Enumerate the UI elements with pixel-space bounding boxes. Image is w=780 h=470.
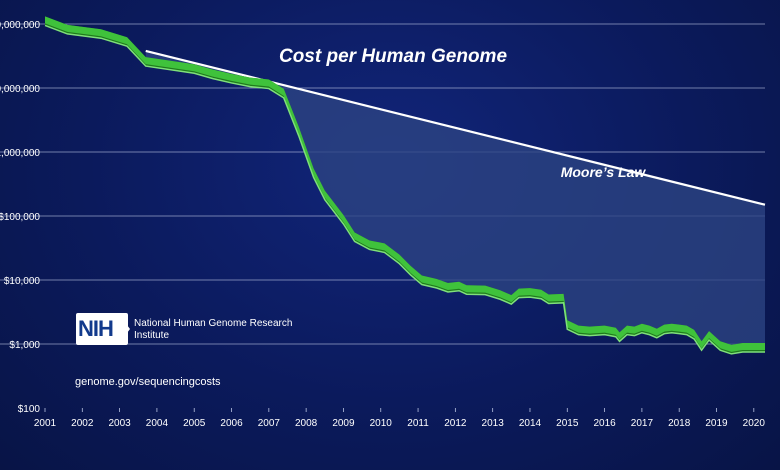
chart-title: Cost per Human Genome — [279, 46, 507, 67]
x-tick-label: 2016 — [593, 418, 616, 429]
institute-name: National Human Genome Research Institute — [134, 318, 293, 341]
x-tick-label: 2017 — [631, 418, 654, 429]
x-tick-label: 2019 — [705, 418, 728, 429]
source-url: genome.gov/sequencingcosts — [75, 376, 221, 388]
y-tick-label: $10,000 — [4, 276, 41, 287]
y-tick-label: $1,000,000 — [0, 148, 40, 159]
x-tick-label: 2002 — [71, 418, 94, 429]
x-tick-label: 2010 — [370, 418, 393, 429]
x-tick-label: 2012 — [444, 418, 467, 429]
nih-logo-chevron-icon — [118, 313, 130, 345]
x-tick-label: 2009 — [332, 418, 355, 429]
y-tick-label: $100 — [18, 404, 41, 415]
x-tick-label: 2011 — [407, 418, 429, 429]
nih-logo-letters: NIH — [78, 316, 114, 341]
x-tick-label: 2013 — [482, 418, 505, 429]
x-tick-label: 2004 — [146, 418, 169, 429]
x-tick-label: 2008 — [295, 418, 318, 429]
x-tick-label: 2006 — [220, 418, 243, 429]
moores-law-label: Moore’s Law — [561, 164, 647, 180]
y-tick-label: $10,000,000 — [0, 84, 40, 95]
x-tick-label: 2001 — [34, 418, 57, 429]
moores-law-line — [145, 49, 766, 206]
x-tick-label: 2014 — [519, 418, 542, 429]
x-tick-label: 2003 — [108, 418, 131, 429]
x-tick-label: 2018 — [668, 418, 691, 429]
y-tick-label: $100,000 — [0, 212, 40, 223]
cost-gap-area — [145, 50, 765, 354]
x-tick-label: 2020 — [743, 418, 766, 429]
x-tick-label: 2015 — [556, 418, 579, 429]
y-tick-label: $100,000,000 — [0, 20, 40, 31]
y-tick-label: $1,000 — [9, 340, 40, 351]
x-tick-label: 2007 — [258, 418, 281, 429]
genome-cost-line — [44, 24, 765, 355]
x-tick-label: 2005 — [183, 418, 206, 429]
